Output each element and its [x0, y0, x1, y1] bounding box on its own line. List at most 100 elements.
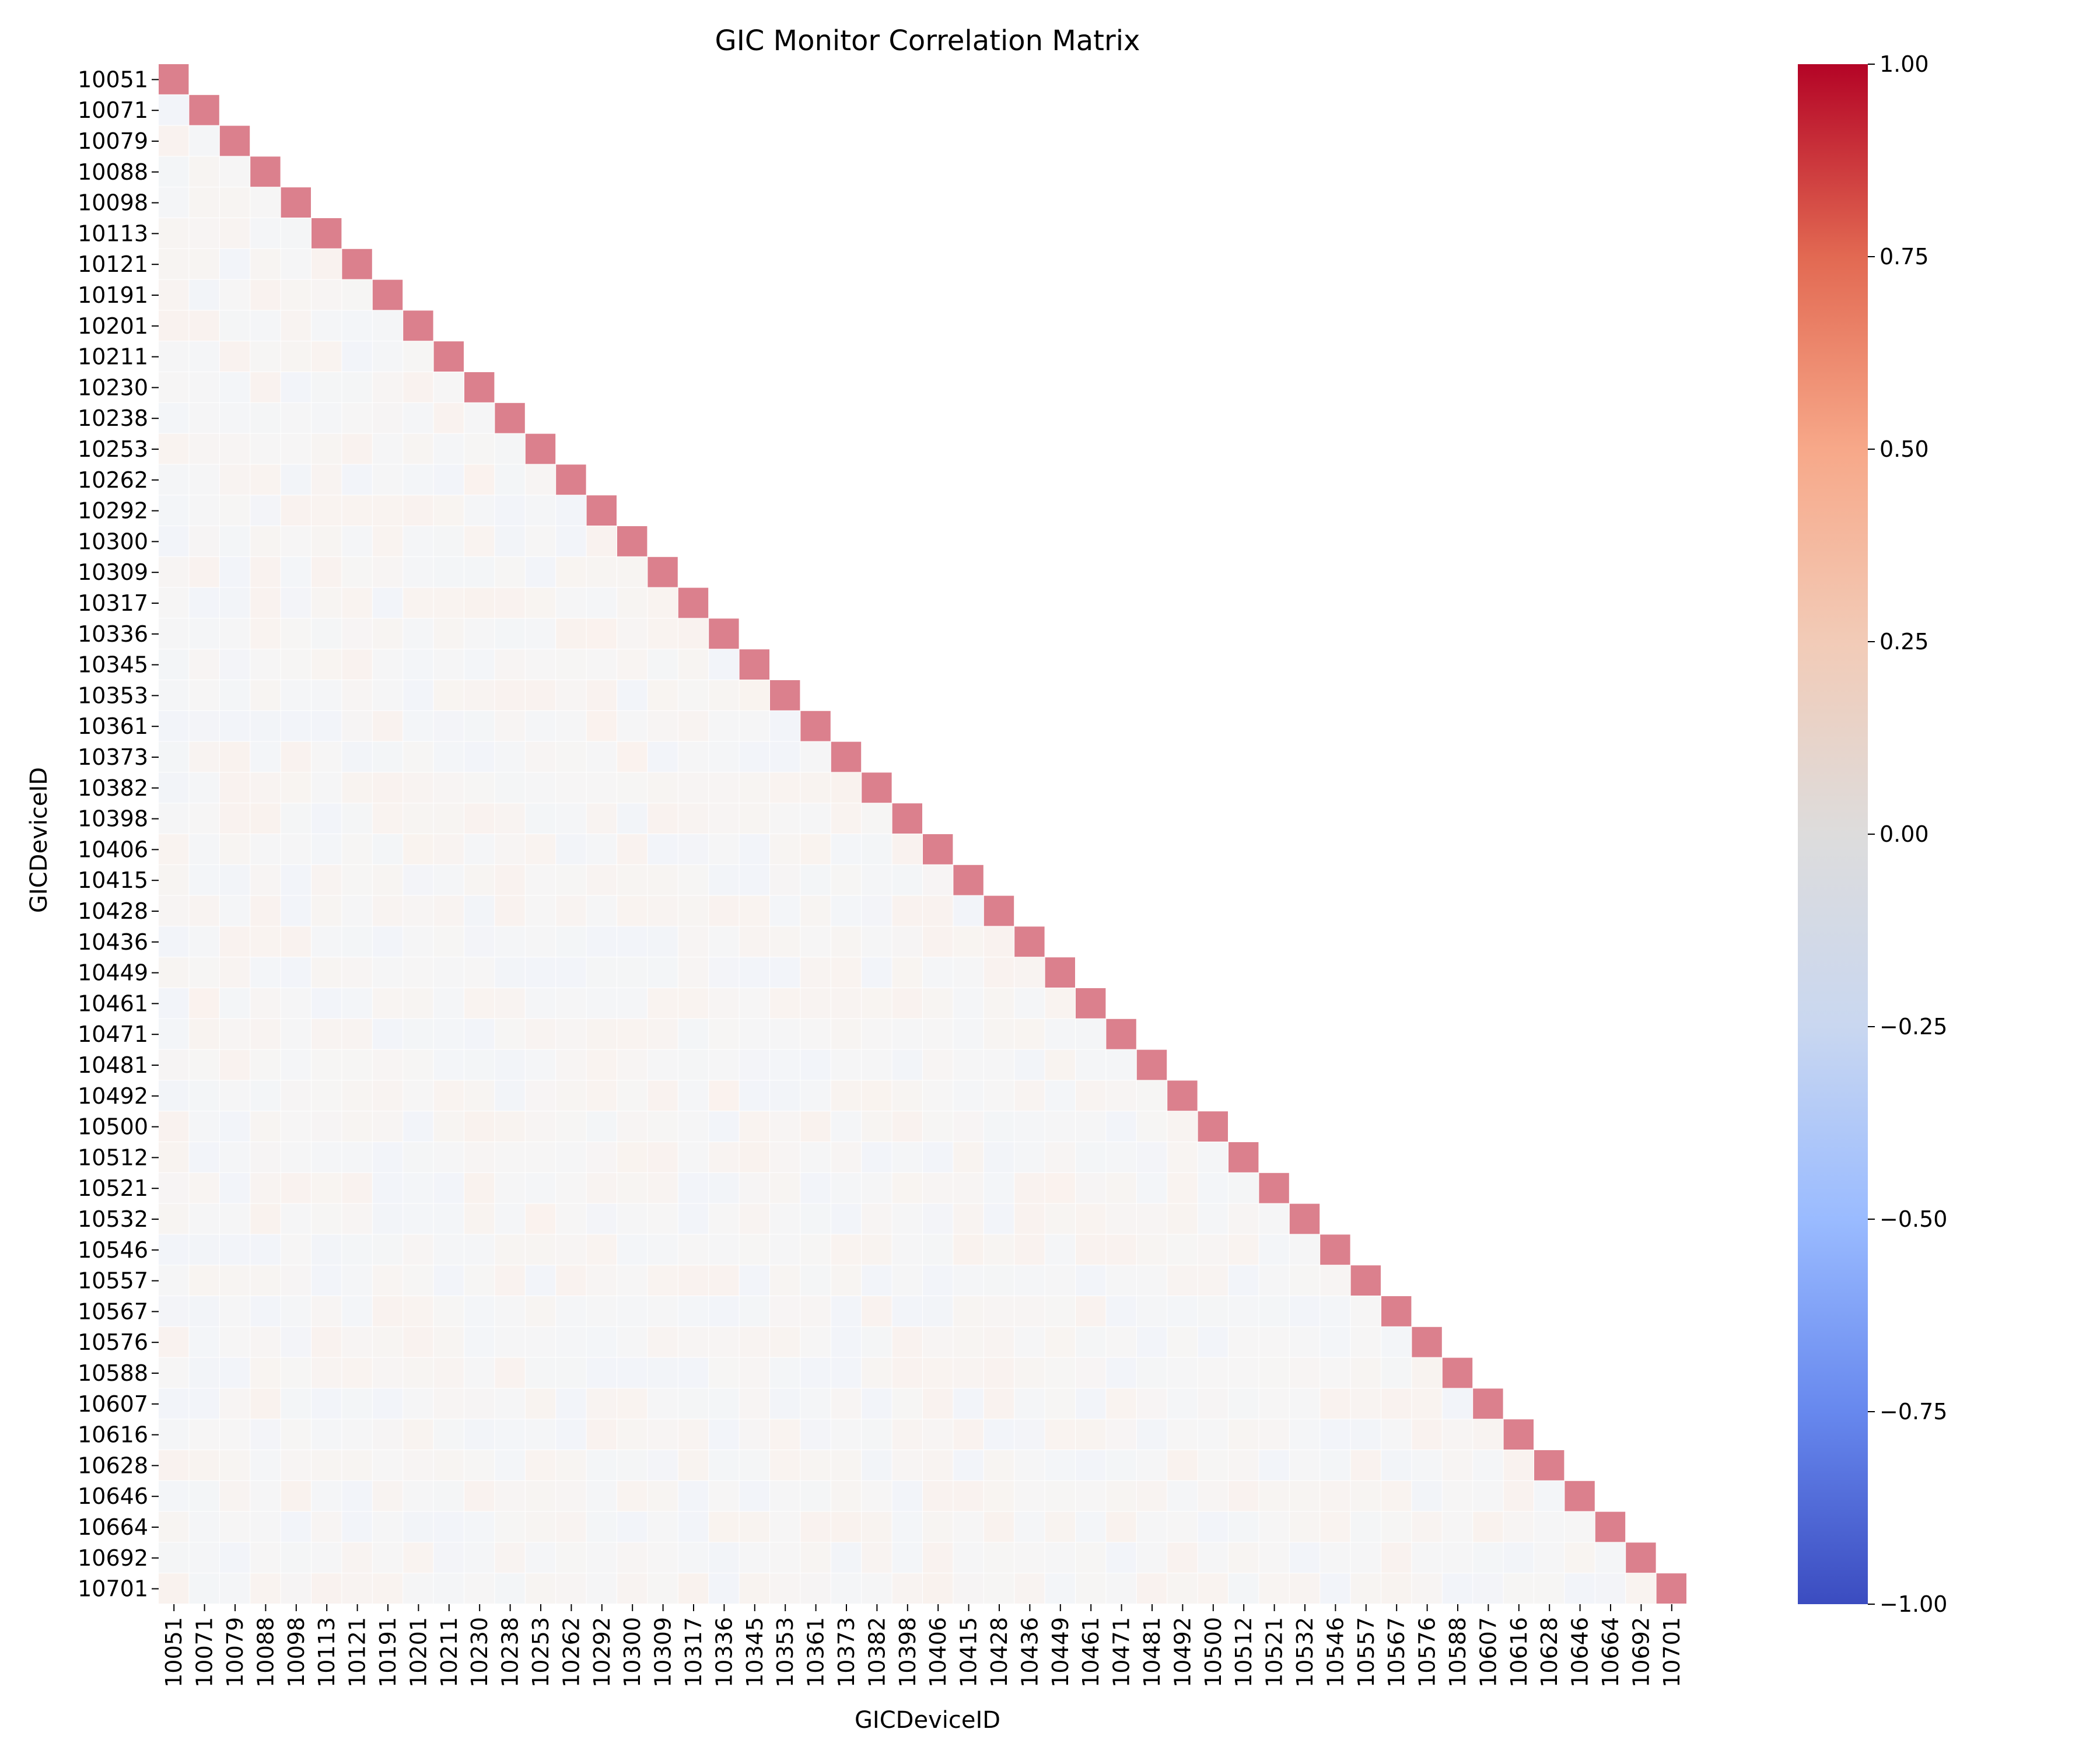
heatmap-cell	[556, 556, 586, 587]
heatmap-cell	[923, 926, 953, 957]
heatmap-cell	[403, 526, 433, 556]
heatmap-cell	[1014, 1357, 1045, 1388]
heatmap-cell	[709, 1111, 739, 1142]
heatmap-cell	[1167, 1111, 1198, 1142]
heatmap-cell	[312, 464, 342, 495]
heatmap-cell	[892, 1419, 922, 1450]
heatmap-cell	[281, 1265, 311, 1296]
heatmap-cell	[159, 1172, 189, 1203]
heatmap-cell	[953, 1172, 984, 1203]
heatmap-cell	[495, 1111, 525, 1142]
heatmap-cell	[1228, 1573, 1259, 1604]
heatmap-cell	[281, 772, 311, 803]
heatmap-cell	[372, 1172, 403, 1203]
heatmap-cell	[1228, 1450, 1259, 1480]
heatmap-cell	[312, 864, 342, 895]
heatmap-cell	[648, 957, 678, 988]
heatmap-cell	[525, 1296, 556, 1326]
heatmap-cell	[1381, 1573, 1412, 1604]
heatmap-cell	[984, 926, 1014, 957]
heatmap-cell	[372, 1511, 403, 1542]
heatmap-cell	[189, 680, 219, 710]
heatmap-cell	[372, 1234, 403, 1265]
heatmap-cell	[219, 125, 250, 156]
heatmap-cell	[495, 957, 525, 988]
heatmap-cell	[1076, 1419, 1106, 1450]
heatmap-cell	[678, 1172, 709, 1203]
heatmap-cell	[189, 587, 219, 618]
heatmap-cell	[159, 1234, 189, 1265]
heatmap-cell	[525, 464, 556, 495]
y-axis-ticks: 10051 10071 10079 10088 10098 10113 10121 10191…	[78, 66, 159, 1602]
heatmap-cell	[464, 1049, 495, 1080]
heatmap-cell	[1320, 1573, 1350, 1604]
x-tick-label: 10336	[711, 1617, 737, 1688]
heatmap-cell	[1228, 1265, 1259, 1296]
heatmap-cell	[556, 1234, 586, 1265]
heatmap-cell	[159, 464, 189, 495]
y-tick-label: 10300	[78, 528, 148, 554]
heatmap-cell	[159, 926, 189, 957]
heatmap-cell	[648, 1419, 678, 1450]
heatmap-cell	[739, 864, 769, 895]
heatmap-cell	[159, 1542, 189, 1573]
heatmap-cell	[1442, 1480, 1473, 1511]
heatmap-cell	[312, 1265, 342, 1296]
heatmap-cell	[648, 895, 678, 926]
heatmap-cell	[586, 1203, 617, 1234]
heatmap-cell	[984, 1203, 1014, 1234]
heatmap-cell	[159, 125, 189, 156]
heatmap-cell	[678, 1142, 709, 1172]
heatmap-cell	[862, 864, 892, 895]
x-tick-label: 10449	[1048, 1617, 1073, 1688]
heatmap-cell	[953, 1450, 984, 1480]
heatmap-cell	[862, 1419, 892, 1450]
heatmap-cell	[892, 1326, 922, 1357]
heatmap-cell	[464, 710, 495, 741]
heatmap-cell	[953, 1388, 984, 1419]
y-tick-label: 10461	[78, 991, 148, 1016]
heatmap-cell	[219, 187, 250, 218]
x-tick-label: 10361	[803, 1617, 829, 1688]
heatmap-cell	[219, 1326, 250, 1357]
heatmap-cell	[862, 772, 892, 803]
y-tick-label: 10692	[78, 1545, 148, 1571]
heatmap-cell	[495, 1296, 525, 1326]
heatmap-cell	[1350, 1419, 1381, 1450]
heatmap-cell	[372, 556, 403, 587]
heatmap-cell	[1136, 1172, 1167, 1203]
heatmap-cell	[617, 1357, 648, 1388]
heatmap-cell	[800, 1234, 831, 1265]
heatmap-cell	[403, 1573, 433, 1604]
heatmap-cell	[1014, 1388, 1045, 1419]
heatmap-cell	[1442, 1357, 1473, 1388]
heatmap-cell	[770, 680, 800, 710]
x-tick-label: 10576	[1415, 1617, 1440, 1688]
heatmap-cell	[892, 1511, 922, 1542]
heatmap-cell	[433, 402, 464, 433]
heatmap-cell	[648, 1234, 678, 1265]
heatmap-cell	[495, 680, 525, 710]
heatmap-cell	[617, 618, 648, 649]
heatmap-cell	[250, 741, 281, 772]
heatmap-cell	[495, 1172, 525, 1203]
heatmap-cell	[250, 710, 281, 741]
heatmap-cell	[586, 618, 617, 649]
x-tick-label: 10238	[498, 1617, 523, 1688]
heatmap-cell	[1534, 1573, 1564, 1604]
heatmap-cell	[312, 341, 342, 372]
heatmap-cell	[495, 1203, 525, 1234]
heatmap-cell	[831, 1480, 862, 1511]
heatmap-cell	[862, 1111, 892, 1142]
heatmap-cell	[617, 1511, 648, 1542]
heatmap-cell	[1045, 1296, 1075, 1326]
y-tick-label: 10532	[78, 1206, 148, 1232]
heatmap-cell	[862, 1203, 892, 1234]
heatmap-cell	[219, 310, 250, 341]
heatmap-cell	[464, 526, 495, 556]
heatmap-cell	[617, 1326, 648, 1357]
heatmap-cell	[219, 1357, 250, 1388]
heatmap-cell	[617, 587, 648, 618]
heatmap-cell	[281, 895, 311, 926]
heatmap-cell	[464, 402, 495, 433]
